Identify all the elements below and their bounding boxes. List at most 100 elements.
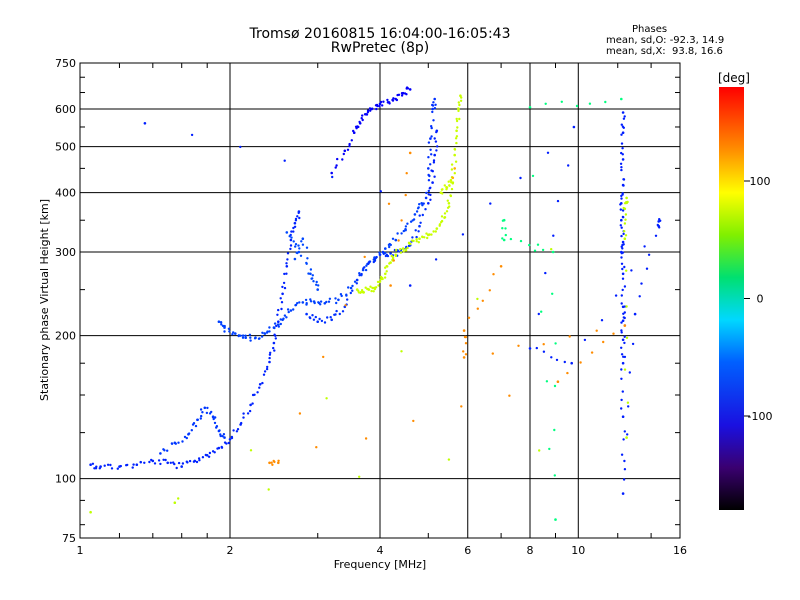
data-point [621, 147, 624, 150]
data-point [443, 184, 446, 187]
data-point [309, 268, 313, 271]
data-point [355, 282, 358, 285]
data-point [464, 353, 468, 356]
data-point [283, 314, 287, 317]
data-point [625, 196, 628, 200]
data-point [386, 254, 390, 258]
data-point [293, 257, 297, 261]
data-point [206, 406, 209, 410]
data-point [162, 458, 165, 461]
data-point [370, 289, 373, 293]
data-point [378, 102, 382, 106]
data-point [568, 335, 571, 338]
data-point [329, 316, 332, 319]
colorbar-tick-label: 100 [750, 175, 771, 188]
data-point [441, 192, 444, 195]
data-point [357, 289, 360, 292]
data-point [450, 181, 453, 184]
data-point [447, 180, 450, 183]
data-point [286, 252, 290, 255]
x-tick-label: 2 [227, 544, 234, 557]
data-point [621, 272, 625, 276]
data-point [361, 118, 364, 122]
data-point [198, 459, 201, 462]
data-point [272, 459, 275, 463]
data-point [347, 286, 350, 289]
data-point [620, 453, 624, 456]
data-point [241, 336, 245, 339]
data-point [640, 282, 643, 285]
data-point [305, 302, 308, 305]
data-point [431, 110, 434, 114]
x-tick-label: 4 [377, 544, 384, 557]
data-point [272, 341, 276, 345]
data-point [234, 332, 237, 335]
data-point [301, 237, 305, 240]
data-point [434, 230, 437, 233]
data-point [560, 100, 563, 104]
data-point [492, 273, 495, 276]
data-point [344, 304, 347, 307]
data-point [210, 410, 213, 414]
data-point [170, 442, 174, 445]
data-point [623, 265, 626, 269]
data-point [620, 262, 624, 265]
y-tick-label: 300 [55, 246, 76, 259]
data-point [268, 330, 271, 333]
data-point [396, 232, 399, 235]
data-point [282, 317, 285, 320]
y-axis-label: Stationary phase Virtual Height [km] [38, 199, 51, 401]
data-point [620, 294, 623, 297]
data-point [621, 415, 625, 419]
data-point [631, 342, 635, 346]
data-point [222, 433, 226, 436]
data-point [408, 284, 412, 287]
data-point [499, 265, 503, 268]
data-point [380, 276, 384, 280]
data-point [448, 205, 451, 208]
data-point [425, 191, 428, 195]
data-point [423, 236, 426, 239]
data-point [612, 332, 615, 335]
data-point [221, 435, 224, 438]
data-point [298, 301, 301, 304]
data-point [623, 341, 626, 345]
data-point [620, 168, 623, 172]
data-point [249, 449, 253, 452]
data-point [404, 228, 407, 231]
data-point [429, 137, 432, 140]
data-point [301, 301, 305, 304]
data-point [242, 416, 245, 419]
data-point [232, 331, 235, 334]
data-point [508, 394, 511, 397]
data-point [389, 252, 392, 255]
data-point [205, 454, 209, 457]
data-point [358, 475, 361, 478]
data-point [197, 457, 201, 460]
data-point [620, 142, 624, 145]
data-point [620, 353, 624, 356]
data-point [373, 258, 377, 261]
data-point [418, 214, 421, 217]
data-point [621, 215, 625, 219]
data-point [633, 312, 637, 316]
data-point [292, 240, 295, 243]
data-point [218, 429, 221, 432]
data-point [563, 360, 566, 364]
data-point [427, 141, 431, 144]
data-point [342, 152, 345, 156]
data-point [208, 451, 212, 455]
data-point [400, 232, 403, 235]
data-point [429, 163, 432, 166]
data-point [551, 292, 554, 295]
data-point [555, 358, 559, 362]
x-tick-label: 6 [464, 544, 471, 557]
data-point [285, 231, 289, 234]
data-point [554, 518, 557, 521]
data-point [476, 307, 479, 310]
data-point [388, 245, 391, 249]
data-point [267, 488, 270, 491]
data-point [412, 218, 416, 221]
data-point [265, 367, 269, 371]
data-point [364, 286, 367, 289]
